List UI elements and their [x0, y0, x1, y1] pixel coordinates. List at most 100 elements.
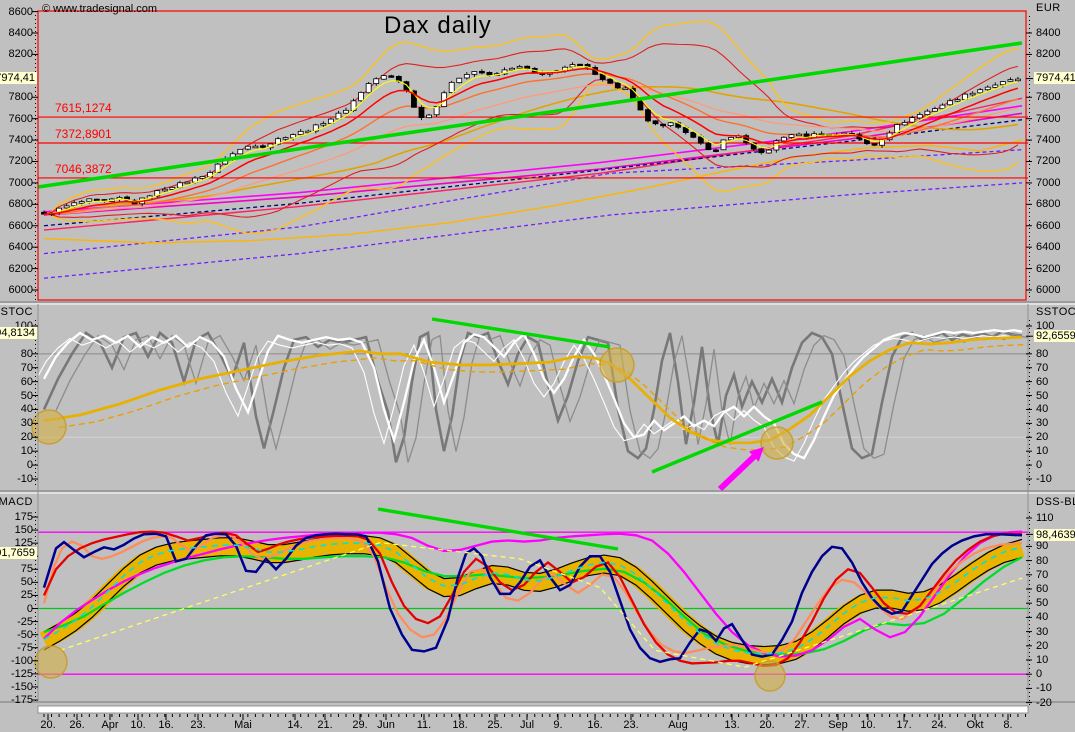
ma-salmon[interactable] [43, 83, 1019, 215]
macd-panel[interactable] [38, 530, 1028, 675]
candlestick[interactable] [622, 87, 629, 91]
candlestick[interactable] [969, 92, 976, 96]
ma-gold-slow[interactable] [43, 86, 1019, 215]
envelope-yellow-upper[interactable] [43, 20, 1019, 215]
candlestick[interactable] [750, 142, 757, 150]
candlestick[interactable] [697, 136, 704, 144]
candlestick[interactable] [984, 86, 991, 91]
candlestick[interactable] [260, 145, 266, 148]
macd-magenta[interactable] [43, 530, 1023, 658]
candlestick[interactable] [871, 143, 878, 146]
candlestick[interactable] [456, 77, 463, 84]
main-green-trendline[interactable] [37, 41, 1023, 189]
bollinger-red-upper[interactable] [43, 43, 1019, 215]
candlestick[interactable] [78, 201, 85, 204]
candlestick[interactable] [932, 108, 938, 112]
candlestick[interactable] [577, 63, 583, 67]
candlestick[interactable] [509, 67, 516, 71]
candlestick[interactable] [924, 110, 931, 116]
macd-green[interactable] [43, 555, 1023, 656]
main-price-panel[interactable] [38, 20, 1028, 279]
candlestick[interactable] [645, 109, 651, 122]
highlight-circle[interactable] [760, 426, 794, 460]
bollinger-red-lower[interactable] [43, 78, 1019, 218]
candlestick[interactable] [282, 137, 289, 140]
candlestick[interactable] [327, 118, 334, 124]
candlestick[interactable] [71, 202, 78, 207]
candlestick[interactable] [305, 130, 312, 134]
ma-red-fast[interactable] [43, 67, 1019, 215]
highlight-circle[interactable] [599, 347, 635, 383]
highlight-circle[interactable] [34, 645, 68, 679]
candlestick[interactable] [743, 135, 750, 144]
candlestick[interactable] [358, 91, 365, 102]
candlestick[interactable] [237, 148, 244, 155]
candlestick[interactable] [758, 148, 765, 154]
candlestick[interactable] [765, 149, 772, 154]
candlestick[interactable] [705, 142, 712, 151]
candlestick[interactable] [184, 181, 191, 185]
ma-orange[interactable] [43, 73, 1019, 215]
candlestick[interactable] [93, 198, 100, 202]
stoch-white-thin[interactable] [34, 335, 1013, 462]
candlestick[interactable] [478, 70, 485, 74]
candlestick[interactable] [690, 131, 697, 138]
stoch-gold[interactable] [43, 335, 1023, 445]
candlestick[interactable] [365, 83, 372, 94]
date-axis-bar[interactable] [37, 705, 1029, 714]
candlestick[interactable] [977, 89, 984, 94]
stoch-gold-dashed[interactable] [58, 343, 1037, 451]
candlestick[interactable] [788, 134, 795, 138]
highlight-circle[interactable] [754, 660, 786, 692]
candlestick[interactable] [954, 99, 961, 102]
candlestick[interactable] [1007, 79, 1014, 82]
ma-gold-long[interactable] [43, 139, 1023, 244]
stoch-gray-thick[interactable] [42, 330, 1023, 463]
ma-purple-dashed-lower[interactable] [43, 182, 1023, 279]
macd-cyan-dashed[interactable] [43, 542, 1023, 655]
macd-navy[interactable] [42, 532, 1023, 664]
candlestick[interactable] [999, 81, 1006, 86]
candlestick[interactable] [660, 123, 666, 127]
candlestick[interactable] [388, 75, 395, 78]
candlestick[interactable] [418, 106, 425, 118]
candlestick[interactable] [252, 145, 259, 149]
candlestick[interactable] [796, 133, 802, 137]
candlestick[interactable] [161, 188, 168, 192]
highlight-circle[interactable] [31, 409, 67, 445]
sstoc-panel[interactable] [34, 329, 1037, 463]
candlestick[interactable] [154, 190, 161, 197]
sstoc-green-trendline[interactable] [431, 317, 611, 349]
candlestick[interactable] [426, 114, 432, 119]
candlestick[interactable] [713, 149, 719, 152]
candlestick[interactable] [380, 75, 387, 80]
candlestick[interactable] [86, 198, 93, 202]
candlestick[interactable] [63, 205, 70, 209]
macd-green-trendline[interactable] [377, 507, 619, 551]
candlestick[interactable] [781, 136, 787, 142]
candlestick[interactable] [373, 78, 380, 84]
envelope-yellow-lower[interactable] [43, 82, 1019, 234]
candlestick[interactable] [448, 81, 455, 93]
annotation-arrow-head[interactable] [749, 447, 764, 462]
candlestick[interactable] [320, 123, 327, 126]
candlestick[interactable] [463, 74, 470, 79]
candlestick[interactable] [214, 163, 221, 173]
annotation-arrow[interactable] [717, 450, 761, 492]
macd-yellow-dashed[interactable] [59, 541, 1023, 668]
candlestick[interactable] [343, 109, 349, 114]
candlestick[interactable] [947, 100, 953, 106]
candlestick[interactable] [992, 84, 999, 88]
macd-gold-band[interactable] [39, 535, 1025, 665]
candlestick[interactable] [667, 122, 674, 126]
sstoc-green-trendline[interactable] [651, 400, 823, 474]
candlestick[interactable] [652, 120, 659, 125]
candlestick[interactable] [350, 100, 357, 111]
candlestick[interactable] [290, 134, 297, 139]
candlestick[interactable] [939, 104, 946, 110]
candlestick[interactable] [433, 106, 440, 116]
candlestick[interactable] [728, 137, 734, 141]
candlestick[interactable] [607, 78, 614, 84]
candlestick[interactable] [335, 112, 342, 120]
